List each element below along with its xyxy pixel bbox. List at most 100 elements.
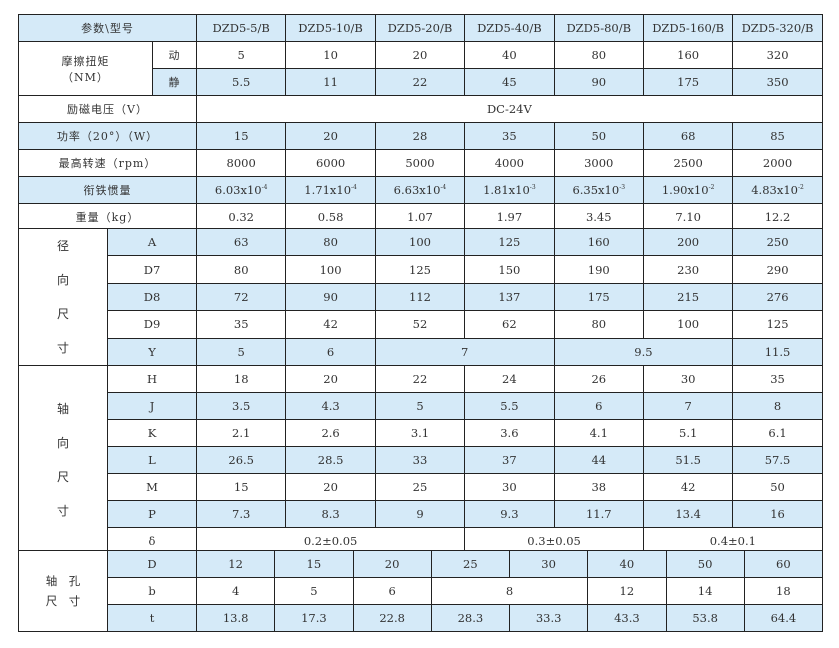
cell: 2.6 <box>285 419 376 447</box>
dim-key: K <box>107 419 197 447</box>
cell: 20 <box>285 473 376 501</box>
cell: 276 <box>732 282 823 312</box>
cell: 43.3 <box>587 604 667 632</box>
section-label-char: 向 <box>56 436 69 450</box>
axial-label: 轴向尺寸 <box>18 365 108 555</box>
cell: 11.5 <box>732 337 823 367</box>
cell: 33 <box>374 446 466 474</box>
inertia-mantissa: 1.71x10 <box>304 183 352 197</box>
cell: 15 <box>195 473 287 501</box>
cell: 100 <box>285 255 376 284</box>
dynamic-label: 动 <box>152 41 197 69</box>
cell: 7 <box>642 392 734 420</box>
cell: 1.71x10-4 <box>285 176 376 204</box>
dim-key: P <box>107 500 197 528</box>
dim-key: M <box>107 473 197 501</box>
cell: 64.4 <box>743 604 824 632</box>
cell: 9.3 <box>464 500 555 528</box>
speed-row: 最高转速（rpm） 8000 6000 5000 4000 3000 2500 2000 <box>18 149 823 177</box>
model-header: DZD5-40/B <box>464 14 555 42</box>
torque-dynamic-row: 摩擦扭矩 （NM） 动 5 10 20 40 80 160 320 <box>18 41 823 96</box>
inertia-exponent: -3 <box>619 184 626 192</box>
voltage-label: 励磁电压（V） <box>18 95 197 123</box>
speed-label: 最高转速（rpm） <box>18 149 197 177</box>
cell: 137 <box>464 282 555 312</box>
model-header: DZD5-160/B <box>642 14 734 42</box>
cell: 57.5 <box>732 446 823 474</box>
cell: 80 <box>195 255 287 284</box>
header-row: 参数\型号 DZD5-5/B DZD5-10/B DZD5-20/B DZD5-40/… <box>18 14 823 42</box>
cell: 200 <box>642 227 734 257</box>
cell: 50 <box>553 122 644 150</box>
cell: 8000 <box>195 149 287 177</box>
radial-row-D8: D8 72 90 112 137 175 215 276 <box>18 282 823 312</box>
cell: 25 <box>430 550 511 578</box>
cell: 40 <box>464 41 555 69</box>
weight-label: 重量（kg） <box>18 203 197 231</box>
cell: 11.7 <box>553 500 644 528</box>
cell: 5.1 <box>642 419 734 447</box>
cell: 9.5 <box>553 337 734 367</box>
cell: 42 <box>285 310 376 339</box>
section-label-char: 寸 <box>56 504 69 518</box>
inertia-mantissa: 1.90x10 <box>661 183 709 197</box>
header-label: 参数\型号 <box>18 14 197 42</box>
cell: 350 <box>732 68 823 96</box>
cell: 7 <box>374 337 555 367</box>
cell: 250 <box>732 227 823 257</box>
cell: 4000 <box>464 149 555 177</box>
bore-label: 轴 孔尺 寸 <box>18 550 108 632</box>
cell: 12.2 <box>732 203 823 231</box>
axial-row-K: K 2.1 2.6 3.1 3.6 4.1 5.1 6.1 <box>19 419 823 447</box>
axial-row-H: 轴向尺寸 H 18 20 22 24 26 30 35 <box>18 365 823 555</box>
dim-key: b <box>107 577 197 605</box>
dim-key: D <box>107 550 197 578</box>
cell: 50 <box>665 550 745 578</box>
cell: 1.07 <box>374 203 466 231</box>
cell: 5000 <box>374 149 466 177</box>
cell: 3.1 <box>374 419 466 447</box>
cell: 90 <box>285 282 376 312</box>
cell: 3.5 <box>195 392 287 420</box>
cell: 125 <box>464 227 555 257</box>
cell: 20 <box>352 550 432 578</box>
model-header: DZD5-10/B <box>285 14 376 42</box>
cell: 15 <box>195 122 287 150</box>
cell: 60 <box>743 550 824 578</box>
cell: 6.1 <box>732 419 823 447</box>
cell: 90 <box>553 68 644 96</box>
dim-key: D8 <box>107 282 197 312</box>
cell: 37 <box>464 446 555 474</box>
cell: 0.32 <box>195 203 287 231</box>
cell: 8 <box>430 577 589 605</box>
axial-row-M: M 15 20 25 30 38 42 50 <box>19 473 823 501</box>
cell: 20 <box>285 122 376 150</box>
cell: 24 <box>464 365 555 393</box>
cell: 14 <box>665 577 745 605</box>
cell: 5.5 <box>464 392 555 420</box>
cell: 215 <box>642 282 734 312</box>
cell: 7.10 <box>642 203 734 231</box>
section-label-char: 寸 <box>56 341 69 355</box>
cell: 50 <box>732 473 823 501</box>
cell: 12 <box>587 577 667 605</box>
cell: 11 <box>285 68 376 96</box>
cell: 6000 <box>285 149 376 177</box>
cell: 68 <box>642 122 734 150</box>
cell: 1.90x10-2 <box>642 176 734 204</box>
inertia-row: 衔铁惯量 6.03x10-4 1.71x10-4 6.63x10-4 1.81x10-… <box>18 176 823 204</box>
power-row: 功率（20°）（W） 15 20 28 35 50 68 85 <box>18 122 823 150</box>
cell: 5.5 <box>195 68 287 96</box>
cell: 3.6 <box>464 419 555 447</box>
cell: 16 <box>732 500 823 528</box>
radial-label: 径向尺寸 <box>18 228 108 366</box>
cell: 9 <box>374 500 466 528</box>
dim-key: A <box>107 227 197 257</box>
model-header: DZD5-5/B <box>195 14 287 42</box>
cell: 52 <box>374 310 466 339</box>
cell: 30 <box>642 365 734 393</box>
cell: 28.3 <box>430 604 511 632</box>
radial-row-Y: Y 5 6 7 9.5 11.5 <box>18 337 823 367</box>
cell: 35 <box>195 310 287 339</box>
cell: 1.81x10-3 <box>464 176 555 204</box>
